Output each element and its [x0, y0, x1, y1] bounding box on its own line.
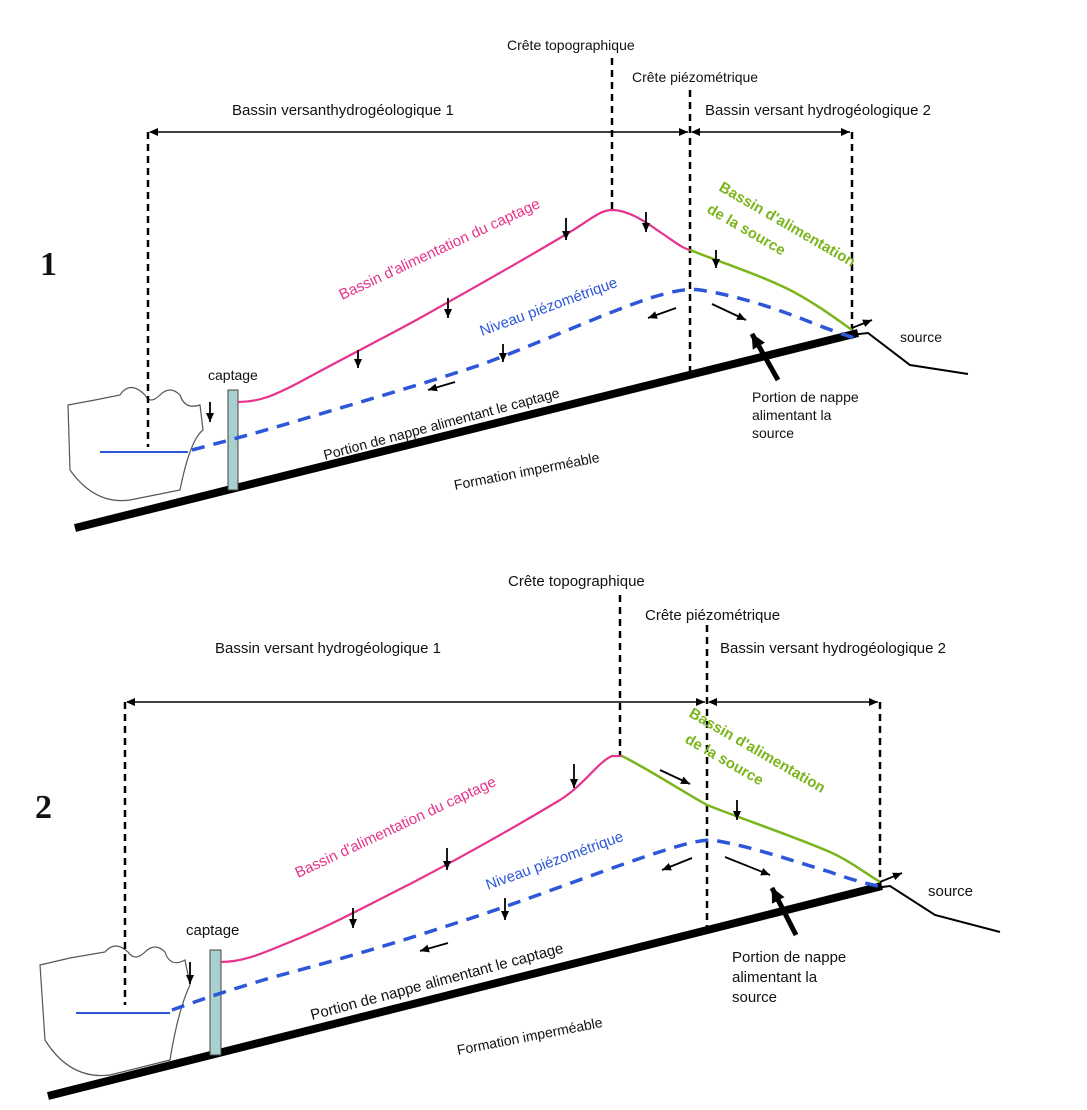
source-basin-surface [621, 754, 881, 884]
captage-well [209, 949, 222, 1056]
panel-number: 2 [35, 789, 52, 826]
impermeable-layer [74, 329, 859, 532]
topographic-crest-label: Crête topographique [508, 573, 645, 590]
basin1-label: Bassin versanthydrogéologique 1 [232, 102, 454, 119]
portion-source-label-line1: Portion de nappe [752, 389, 859, 405]
flow-arrow-source [724, 856, 771, 876]
captage-well [227, 389, 239, 491]
source-label: source [928, 883, 973, 900]
portion-source-label-line1: Portion de nappe [732, 949, 846, 966]
flow-arrow-captage [427, 381, 456, 392]
captage-basin-label: Bassin d'alimentation du captage [293, 773, 499, 881]
panel-number: 1 [40, 246, 57, 283]
portion-source-pointer [749, 332, 781, 382]
source-label: source [900, 329, 942, 345]
captage-basin-surface [237, 208, 691, 404]
flow-arrow-captage [647, 307, 677, 319]
piezometric-crest-label: Crête piézométrique [645, 607, 780, 624]
flow-arrow-source [711, 303, 747, 321]
piezometric-label: Niveau piézométrique [478, 274, 620, 340]
portion-captage-label: Portion de nappe alimentant le captage [309, 940, 566, 1024]
basin2-label: Bassin versant hydrogéologique 2 [720, 640, 946, 657]
topographic-crest-label: Crête topographique [507, 37, 635, 53]
impermeable-layer [47, 882, 883, 1100]
portion-source-label-line3: source [732, 989, 777, 1006]
piezometric-level [191, 287, 856, 452]
piezometric-level [171, 838, 879, 1012]
river-channel [39, 945, 191, 1077]
impermeable-label: Formation imperméable [456, 1014, 604, 1058]
flow-arrow-captage [419, 942, 449, 953]
panel-2: 2 Crête topographique Crête piézométriqu… [35, 573, 1001, 1100]
portion-source-label-line2: alimentant la [732, 969, 818, 986]
ground-outline [47, 884, 1001, 1097]
basin2-label: Bassin versant hydrogéologique 2 [705, 102, 931, 119]
captage-label: captage [186, 922, 239, 939]
captage-label: captage [208, 367, 258, 383]
piezometric-label: Niveau piézométrique [484, 828, 626, 894]
flow-arrow-captage [661, 857, 693, 871]
source-outflow-arrow [851, 319, 873, 329]
flow-arrow-source [659, 769, 691, 785]
river-channel [67, 386, 204, 502]
piezometric-crest-label: Crête piézométrique [632, 69, 758, 85]
panel-1: 1 Crête topographique Crête piézométriqu… [40, 37, 969, 532]
portion-source-label-line2: alimentant la [752, 407, 832, 423]
impermeable-label: Formation imperméable [453, 449, 601, 493]
portion-captage-label: Portion de nappe alimentant le captage [322, 384, 562, 463]
captage-basin-label: Bassin d'alimentation du captage [337, 195, 543, 303]
basin1-label: Bassin versant hydrogéologique 1 [215, 640, 441, 657]
portion-source-pointer [769, 886, 799, 937]
portion-source-label-line3: source [752, 425, 794, 441]
source-outflow-arrow [879, 872, 903, 883]
source-basin-surface [689, 248, 853, 332]
